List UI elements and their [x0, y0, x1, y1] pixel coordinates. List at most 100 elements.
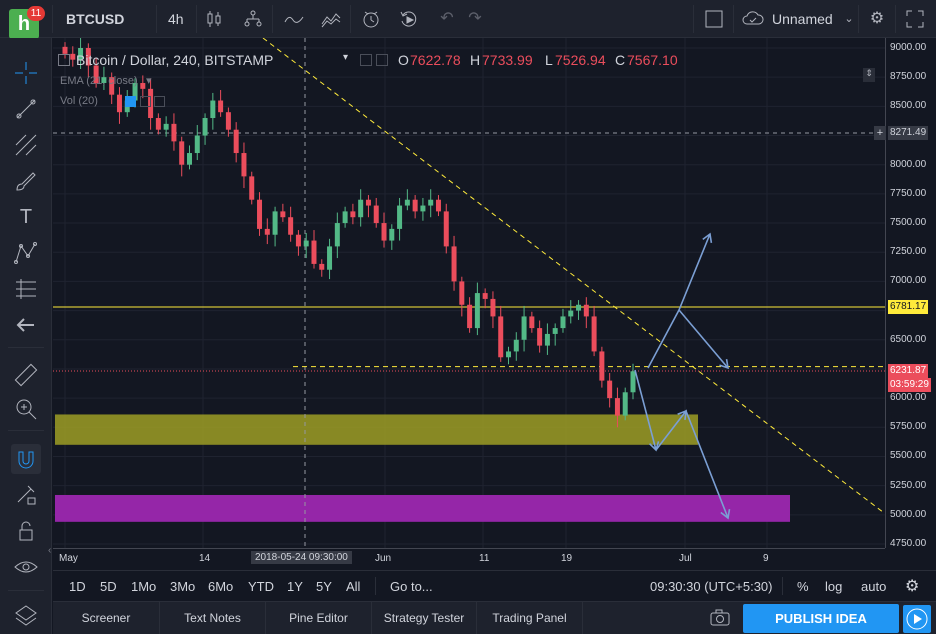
- gear-icon[interactable]: [376, 54, 388, 66]
- timezone-clock[interactable]: 09:30:30 (UTC+5:30): [650, 579, 773, 594]
- layout-name[interactable]: Unnamed: [772, 11, 833, 27]
- time-axis[interactable]: May 14 Jun 11 19 Jul 9 2018-05-24 09:30:00: [53, 548, 885, 570]
- candle-body: [280, 211, 286, 218]
- range-1y[interactable]: 1Y: [287, 579, 303, 594]
- divider: [156, 5, 157, 33]
- eye-icon[interactable]: [125, 96, 136, 107]
- range-ytd[interactable]: YTD: [248, 579, 274, 594]
- tab-pine-editor[interactable]: Pine Editor: [266, 602, 372, 634]
- candle-body: [506, 351, 512, 358]
- close-value: 7567.10: [627, 52, 678, 68]
- price-tick-label: 4750.00: [890, 538, 927, 549]
- play-button[interactable]: [903, 605, 931, 633]
- trend-line-icon[interactable]: [11, 94, 41, 124]
- close-icon[interactable]: [154, 96, 165, 107]
- fullscreen-box-icon[interactable]: [703, 8, 725, 30]
- collapse-sidebar-icon[interactable]: ‹: [48, 545, 52, 556]
- price-tick-label: 7000.00: [890, 275, 927, 287]
- replay-icon[interactable]: [398, 8, 420, 30]
- candle-body: [225, 112, 231, 130]
- candle-body: [482, 293, 488, 299]
- chevron-down-icon[interactable]: ⌄: [844, 13, 854, 25]
- range-5y[interactable]: 5Y: [316, 579, 332, 594]
- candle-body: [62, 46, 68, 54]
- chart-pane[interactable]: Bitcoin / Dollar, 240, BITSTAMP ▾ O 7622…: [53, 38, 885, 548]
- text-tool-icon[interactable]: T: [19, 206, 33, 228]
- divider: [350, 5, 351, 33]
- candle-body: [451, 246, 457, 282]
- range-3mo[interactable]: 3Mo: [170, 579, 196, 594]
- candle-body: [373, 205, 379, 224]
- candle-body: [194, 135, 200, 154]
- gear-icon[interactable]: ⚙: [869, 10, 885, 27]
- divider: [693, 5, 694, 33]
- redo-icon[interactable]: ↷: [468, 10, 482, 27]
- gear-icon[interactable]: ⚙: [905, 578, 920, 595]
- range-6mo[interactable]: 6Mo: [208, 579, 234, 594]
- arrow-head: [702, 232, 713, 244]
- publish-idea-button[interactable]: PUBLISH IDEA: [743, 604, 899, 633]
- candle-body: [303, 240, 309, 247]
- go-to-button[interactable]: Go to...: [390, 579, 433, 594]
- compare-icon[interactable]: [242, 8, 264, 30]
- tab-text-notes[interactable]: Text Notes: [160, 602, 266, 634]
- ruler-icon[interactable]: [11, 360, 41, 390]
- unlock-icon[interactable]: [11, 516, 41, 546]
- price-axis[interactable]: 9000.008750.008500.008250.008000.007750.…: [874, 38, 936, 549]
- ema-legend[interactable]: EMA (21, close): [60, 75, 138, 87]
- symbol-search[interactable]: BTCUSD: [66, 11, 125, 27]
- vol-legend[interactable]: Vol (20): [60, 95, 98, 107]
- financials-icon[interactable]: [320, 8, 342, 30]
- candle-body: [599, 351, 605, 381]
- interval-selector[interactable]: 4h: [168, 11, 184, 27]
- tab-strategy-tester[interactable]: Strategy Tester: [372, 602, 477, 634]
- price-tick-label: 5500.00: [890, 450, 927, 462]
- time-tick-label: May: [59, 553, 78, 564]
- candles-icon[interactable]: [203, 8, 225, 30]
- auto-scale-toggle[interactable]: auto: [861, 579, 887, 594]
- prediction-icon[interactable]: [11, 274, 41, 304]
- stack-icon[interactable]: [11, 600, 41, 630]
- candle-body: [443, 211, 449, 247]
- alert-clock-icon[interactable]: [360, 8, 382, 30]
- eye-icon[interactable]: [360, 54, 372, 66]
- magnet-icon[interactable]: [11, 444, 41, 474]
- log-scale-toggle[interactable]: log: [825, 579, 843, 594]
- time-tick-label: Jul: [679, 553, 692, 564]
- camera-icon[interactable]: [709, 608, 731, 628]
- candle-body: [311, 240, 317, 264]
- candle-body: [171, 123, 177, 142]
- pencil-lock-icon[interactable]: [11, 480, 41, 510]
- cloud-icon[interactable]: [741, 8, 764, 30]
- eye-icon[interactable]: [11, 552, 41, 582]
- crosshair-icon[interactable]: [11, 58, 41, 88]
- range-1mo[interactable]: 1Mo: [131, 579, 157, 594]
- tab-trading-panel[interactable]: Trading Panel: [477, 602, 583, 634]
- expand-icon[interactable]: [904, 8, 926, 30]
- zoom-icon[interactable]: [11, 394, 41, 424]
- indicators-icon[interactable]: [283, 8, 305, 30]
- symbol-title[interactable]: Bitcoin / Dollar, 240, BITSTAMP: [76, 52, 274, 68]
- gear-icon[interactable]: [140, 96, 151, 107]
- back-arrow-icon[interactable]: [11, 310, 41, 340]
- tab-screener[interactable]: Screener: [53, 602, 160, 634]
- arrow-head: [720, 508, 731, 520]
- range-all[interactable]: All: [346, 579, 361, 594]
- pitchfork-icon[interactable]: [11, 130, 41, 160]
- brush-icon[interactable]: [11, 166, 41, 196]
- chevron-down-icon[interactable]: ▾: [343, 52, 349, 63]
- collapse-icon[interactable]: [58, 54, 70, 66]
- scroll-marker-icon[interactable]: ⇕: [863, 68, 875, 82]
- percent-scale-toggle[interactable]: %: [797, 579, 809, 594]
- chevron-down-icon[interactable]: ▾: [146, 75, 152, 87]
- range-5d[interactable]: 5D: [100, 579, 117, 594]
- candle-body: [78, 48, 84, 60]
- candle-body: [210, 100, 216, 119]
- divider: [733, 5, 734, 33]
- pattern-icon[interactable]: [11, 238, 41, 268]
- add-alert-icon[interactable]: +: [874, 126, 886, 141]
- undo-icon[interactable]: ↶: [440, 10, 454, 27]
- range-1d[interactable]: 1D: [69, 579, 86, 594]
- candle-body: [93, 65, 99, 84]
- high-label: H: [470, 52, 481, 68]
